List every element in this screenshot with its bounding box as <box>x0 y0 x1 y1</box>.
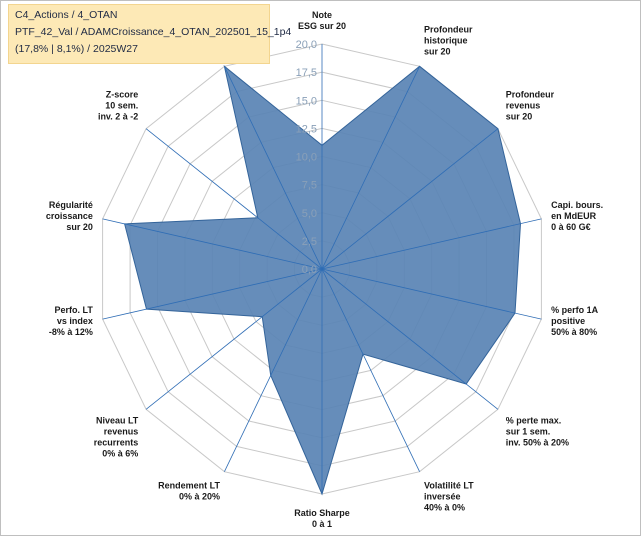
radar-series-area <box>123 65 522 496</box>
radar-spoke <box>102 268 323 320</box>
radar-spoke <box>102 218 323 270</box>
radar-spoke <box>321 268 542 320</box>
tick-label: 0,0 <box>302 264 317 276</box>
radar-spoke <box>321 218 542 270</box>
tick-label: 17,5 <box>296 67 317 79</box>
axis-label: Volatilité LT inversée 40% à 0% <box>424 481 474 513</box>
tick-label: 2,5 <box>302 236 317 248</box>
axis-label: Z-score 10 sem. inv. 2 à -2 <box>98 90 138 122</box>
axis-label: % perfo 1A positive 50% à 80% <box>551 305 599 337</box>
tick-label: 12,5 <box>296 123 317 135</box>
axis-label: % perte max. sur 1 sem. inv. 50% à 20% <box>506 416 569 448</box>
portfolio-info-box: C4_Actions / 4_OTAN PTF_42_Val / ADAMCro… <box>8 4 291 64</box>
tick-label: 10,0 <box>296 152 317 164</box>
radar-spoke <box>224 268 323 472</box>
info-line-portfolio: PTF_42_Val / ADAMCroissance_4_OTAN_20250… <box>15 26 292 38</box>
info-line-performance: (17,8% | 8,1%) / 2025W27 <box>15 43 138 55</box>
info-line-category: C4_Actions / 4_OTAN <box>15 9 118 21</box>
radar-spoke <box>321 66 420 270</box>
axis-label: Profondeur historique sur 20 <box>424 24 473 56</box>
axis-label: Rendement LT 0% à 20% <box>158 481 220 502</box>
axis-label: Ratio Sharpe 0 à 1 <box>294 508 350 529</box>
radar-spokes <box>102 44 542 494</box>
tick-label: 7,5 <box>302 180 317 192</box>
axis-label: Capi. bours. en MdEUR 0 à 60 G€ <box>551 200 603 232</box>
radar-spoke <box>224 66 323 270</box>
radar-spoke <box>145 128 323 270</box>
radar-spoke <box>321 268 420 472</box>
tick-label: 15,0 <box>296 95 317 107</box>
radar-spoke <box>321 128 499 270</box>
axis-label: Perfo. LT vs index -8% à 12% <box>49 305 94 337</box>
radar-tick-labels: 0,0 2,5 5,0 7,5 10,0 12,5 15,0 17,5 20,0 <box>296 39 317 276</box>
series-area <box>123 65 522 496</box>
axis-label: Note ESG sur 20 <box>298 10 346 31</box>
axis-label: Profondeur revenus sur 20 <box>506 90 555 122</box>
tick-label: 20,0 <box>296 39 317 51</box>
axis-label: Régularité croissance sur 20 <box>46 200 93 232</box>
radar-spoke <box>145 268 323 410</box>
axis-label: Niveau LT revenus recurrents 0% à 6% <box>94 416 139 459</box>
radar-spoke <box>321 268 499 410</box>
tick-label: 5,0 <box>302 208 317 220</box>
